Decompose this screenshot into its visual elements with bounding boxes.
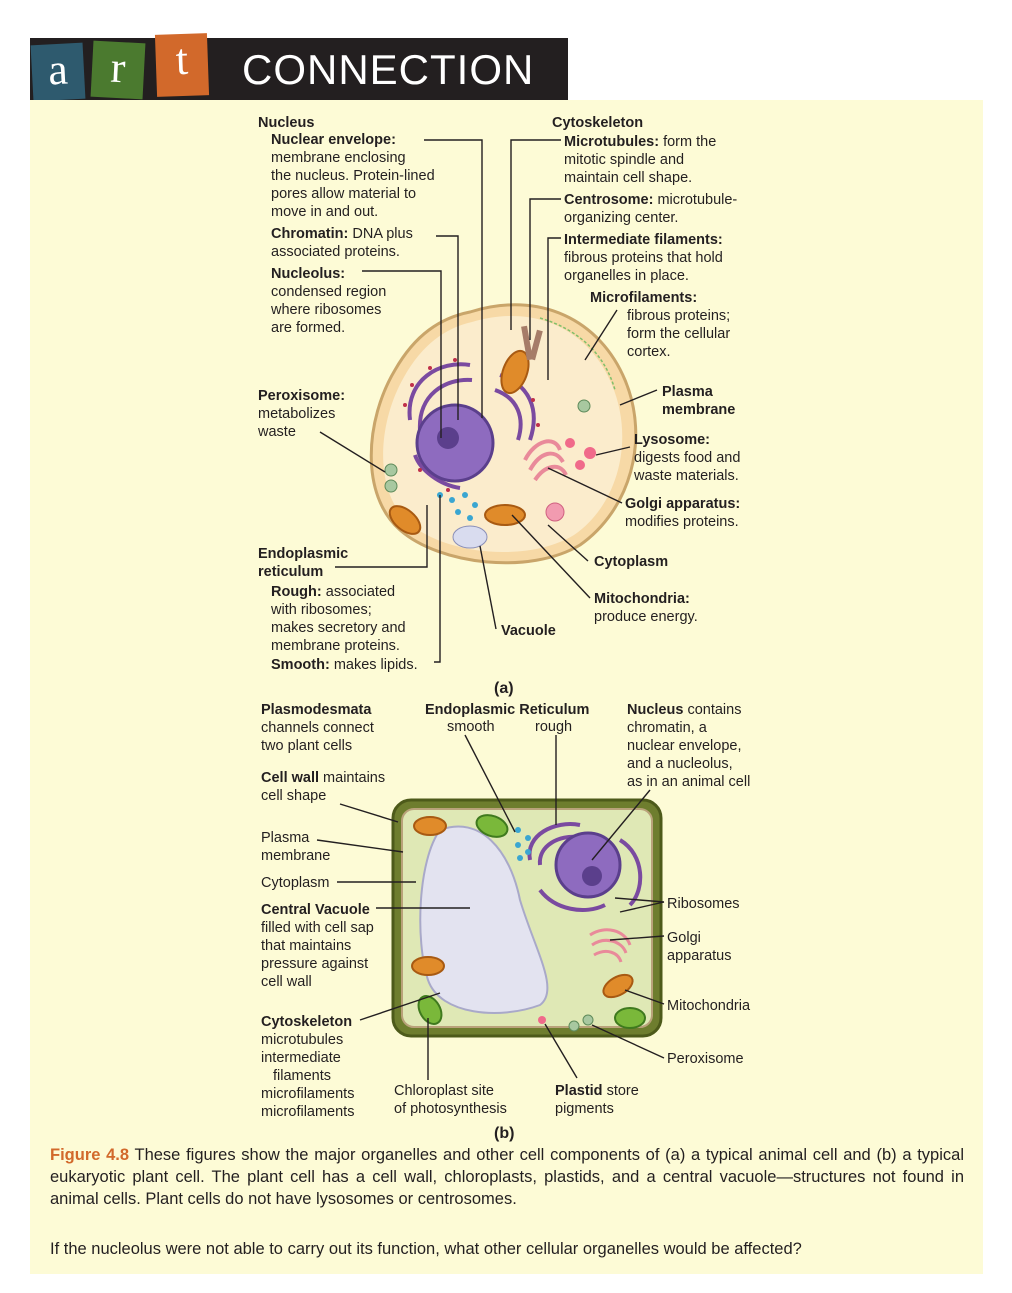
label-ribosomes: Ribosomes [667, 896, 740, 912]
microfilament-cortex [539, 317, 616, 391]
plant-central-vacuole [419, 825, 549, 1014]
label-peroxisome-plant: Peroxisome [667, 1051, 744, 1067]
plastid [538, 1016, 546, 1024]
label-er-animal: Endoplasmic reticulum [258, 546, 349, 580]
label-plasma-membrane-animal: Plasma membrane [662, 384, 736, 418]
label-intermediate-filaments: Intermediate filaments: fibrous proteins… [564, 232, 723, 284]
animal-cytoplasm [383, 315, 623, 553]
animal-cell [319, 139, 658, 663]
label-nuclear-envelope: Nuclear envelope: membrane enclosing the… [271, 132, 435, 220]
art-connection-banner: a r t CONNECTION [30, 33, 568, 102]
label-mitochondria-animal: Mitochondria: produce energy. [594, 591, 698, 625]
label-golgi-animal: Golgi apparatus: modifies proteins. [625, 496, 741, 530]
golgi-animal [523, 439, 568, 482]
label-golgi-plant: Golgi apparatus [667, 930, 732, 964]
label-microfilaments-desc: fibrous proteins; form the cellular cort… [627, 308, 731, 360]
animal-vacuole [452, 525, 488, 549]
plant-nucleus [554, 831, 622, 899]
sublabel-b: (b) [494, 1125, 515, 1142]
label-microfilaments: Microfilaments: [590, 290, 698, 306]
label-central-vacuole: Central Vacuole filled with cell sap tha… [261, 902, 374, 990]
animal-leader-lines [319, 139, 658, 663]
sublabel-a: (a) [494, 680, 514, 697]
plant-nucleolus [582, 866, 602, 886]
label-peroxisome-animal: Peroxisome: metabolizes waste [258, 388, 346, 440]
plant-cell [316, 734, 665, 1080]
label-vacuole: Vacuole [501, 623, 556, 639]
label-cytoplasm-plant: Cytoplasm [261, 875, 330, 891]
label-cell-wall: Cell wall maintains cell shape [261, 770, 386, 804]
label-er-smooth: smooth [447, 719, 495, 735]
lysosomes-animal [565, 438, 596, 470]
content-panel [30, 100, 983, 1274]
label-microtubules: Microtubules: form the mitotic spindle a… [564, 134, 717, 186]
mitochondria-animal [388, 349, 530, 535]
label-nucleolus: Nucleolus: condensed region where riboso… [271, 266, 387, 336]
label-er-rough: rough [535, 719, 573, 735]
chloroplasts [417, 814, 646, 1029]
banner-word: CONNECTION [242, 46, 535, 93]
label-rough-er: Rough: associated with ribosomes; makes … [271, 584, 406, 654]
caption-text: These figures show the major organelles … [50, 1146, 964, 1208]
label-er-plant: Endoplasmic Reticulum [425, 702, 590, 718]
art-connection-question: If the nucleolus were not able to carry … [50, 1240, 802, 1258]
label-mitochondria-plant: Mitochondria [667, 998, 751, 1014]
label-centrosome: Centrosome: microtubule- organizing cent… [564, 192, 738, 226]
label-cytoskeleton-plant: Cytoskeleton microtubules intermediate f… [261, 1014, 355, 1120]
centrosome [521, 325, 543, 361]
label-lysosome: Lysosome: digests food and waste materia… [634, 432, 741, 484]
peroxisomes-plant [568, 1014, 594, 1032]
label-cytoskeleton-title: Cytoskeleton [552, 115, 644, 131]
peroxisomes-animal [384, 399, 591, 493]
secretory-vesicle [545, 502, 565, 522]
label-smooth-er: Smooth: makes lipids. [271, 657, 418, 673]
label-chloroplast: Chloroplast site of photosynthesis [394, 1083, 507, 1117]
figure-caption: Figure 4.8 These figures show the major … [50, 1144, 964, 1210]
label-plasma-membrane-plant: Plasma membrane [261, 830, 331, 864]
plant-leader-lines [316, 734, 665, 1080]
golgi-plant [589, 928, 632, 963]
mitochondria-plant [411, 816, 634, 999]
animal-nucleolus [437, 427, 459, 449]
label-plastid: Plastid store pigments [555, 1083, 639, 1117]
label-chromatin: Chromatin: DNA plus associated proteins. [271, 226, 413, 260]
label-plasmodesmata: Plasmodesmata channels connect two plant… [261, 702, 374, 754]
label-nucleus-title: Nucleus [258, 115, 315, 131]
label-cytoplasm-animal: Cytoplasm [594, 554, 669, 570]
figure-number: Figure 4.8 [50, 1146, 130, 1164]
smooth-er-plant [515, 827, 531, 861]
label-nucleus-plant: Nucleus contains chromatin, a nuclear en… [627, 702, 751, 790]
